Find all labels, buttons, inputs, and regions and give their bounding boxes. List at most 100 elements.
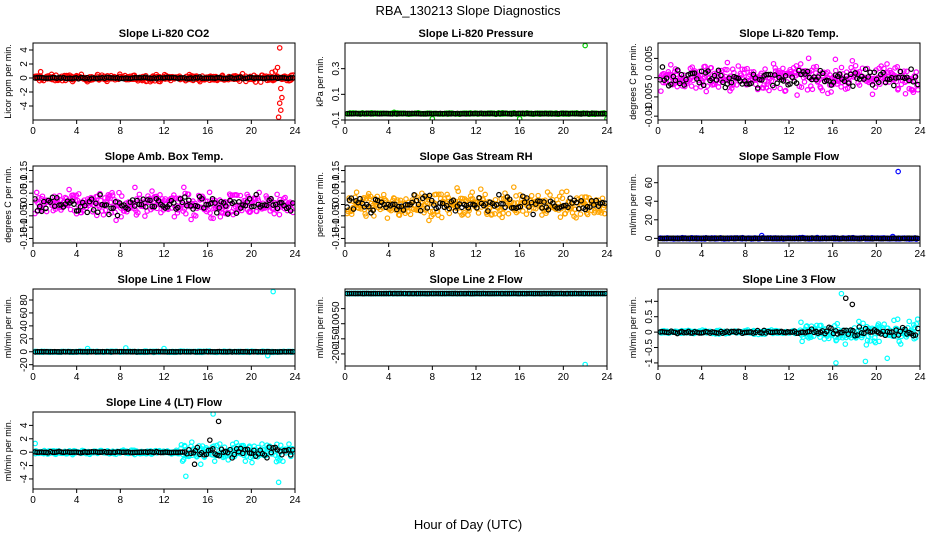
points-group [33,412,295,486]
data-point [750,69,757,75]
data-point [913,321,920,327]
data-point [433,191,439,198]
data-point [474,204,480,211]
x-tick-label: 24 [914,372,926,383]
data-point [865,333,871,340]
data-point [365,203,372,210]
y-tick-label: -20 [19,357,30,372]
data-point [722,66,728,73]
data-point [179,199,186,206]
data-point [208,215,214,221]
data-point [496,191,502,198]
data-point [452,208,459,214]
panel-title: Slope Amb. Box Temp. [105,151,224,163]
data-point [251,203,257,210]
data-point [211,458,218,464]
x-tick-label: 8 [118,126,124,137]
y-tick-label: 0.15 [331,160,342,180]
x-tick-label: 4 [74,495,80,506]
data-point [157,191,163,198]
plot-frame [344,288,608,367]
points-group [33,184,295,224]
data-point [875,321,882,327]
data-point [290,75,295,81]
data-point [823,328,830,335]
data-point [475,210,482,216]
data-point [563,188,570,195]
data-point [237,202,243,209]
data-point [856,82,863,88]
y-tick-label: 0 [644,74,655,80]
data-point [897,341,904,347]
data-point [116,189,122,196]
y-tick-label: 60 [19,307,30,319]
data-point [110,205,116,211]
y-tick-label: 0 [19,349,30,355]
x-tick-label: 20 [246,372,258,383]
x-tick-label: 8 [743,126,749,137]
data-point [188,216,194,223]
data-point [54,194,60,201]
data-point [593,197,600,204]
points-group [33,289,295,359]
x-tick-label: 12 [158,126,170,137]
x-tick-label: 12 [783,126,795,137]
data-point-outlier [161,345,167,352]
x-tick-label: 20 [558,249,570,260]
data-point [222,203,229,209]
data-point [754,85,761,91]
y-tick-label: -0.1 [331,111,342,129]
data-point [39,193,46,200]
data-point [426,192,433,199]
x-tick-label: 20 [246,249,258,260]
data-point [445,194,451,201]
y-axis-label: kPa per min. [315,56,325,107]
data-point [526,207,533,213]
data-point [772,65,778,71]
x-tick-label: 8 [430,126,436,137]
x-tick-label: 12 [470,249,482,260]
data-point [748,80,754,87]
x-tick-label: 24 [289,249,301,260]
data-point [348,211,355,217]
data-point [793,80,800,86]
data-point [367,193,374,200]
data-point [277,199,283,206]
x-tick-label: 8 [118,372,124,383]
data-point [505,210,512,217]
data-point [75,208,82,214]
data-point [517,203,524,210]
data-point [759,77,765,83]
data-point [249,459,255,466]
y-tick-label: 1 [644,298,655,304]
data-point [43,205,49,212]
chart-panel-rh: Slope Gas Stream RH0 4 8 12 16 20 24-0.15-0.1-… [315,151,613,260]
data-point [151,203,158,210]
chart-panel-ambtemp: Slope Amb. Box Temp.0 4 8 12 16 20 24-0.15-0.1… [3,151,301,260]
data-point [523,211,530,217]
panel-title: Slope Line 1 Flow [118,274,211,286]
y-tick-label: 4 [19,422,30,428]
y-tick-label: 0.1 [19,174,30,188]
data-point [819,87,826,94]
data-point [876,338,882,345]
data-point [845,331,852,337]
points-group [658,290,920,366]
x-tick-label: 24 [289,126,301,137]
data-point [702,63,709,70]
data-point [762,66,768,72]
data-point [793,63,800,69]
data-point [517,192,523,198]
data-point [392,201,398,208]
x-tick-label: 24 [601,249,613,260]
y-tick-label: -0.005 [644,82,655,111]
data-point [681,82,687,88]
data-point [913,69,920,75]
data-point [852,62,859,69]
y-tick-label: 0 [19,75,30,81]
y-axis-label: ml/min per min. [3,420,13,482]
y-tick-label: -0.05 [331,204,342,227]
data-point [893,75,899,81]
data-point [212,200,218,206]
